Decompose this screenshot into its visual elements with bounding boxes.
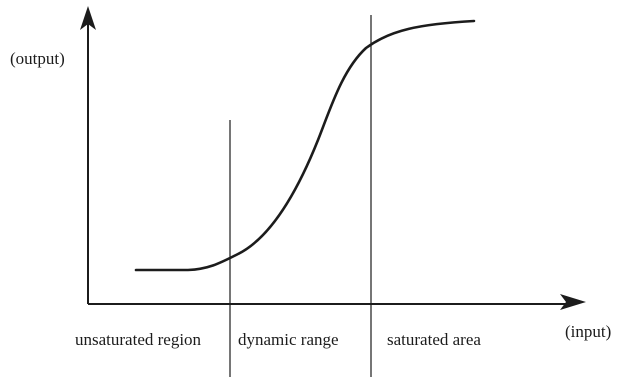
x-axis-arrowhead [560,294,586,310]
region-label-dynamic-range: dynamic range [238,330,339,349]
x-axis-label: (input) [565,322,611,341]
y-axis-label: (output) [10,49,65,68]
response-curve [134,19,476,272]
y-axis-arrowhead [80,6,96,30]
region-label-unsaturated: unsaturated region [75,330,202,349]
region-label-saturated: saturated area [387,330,481,349]
